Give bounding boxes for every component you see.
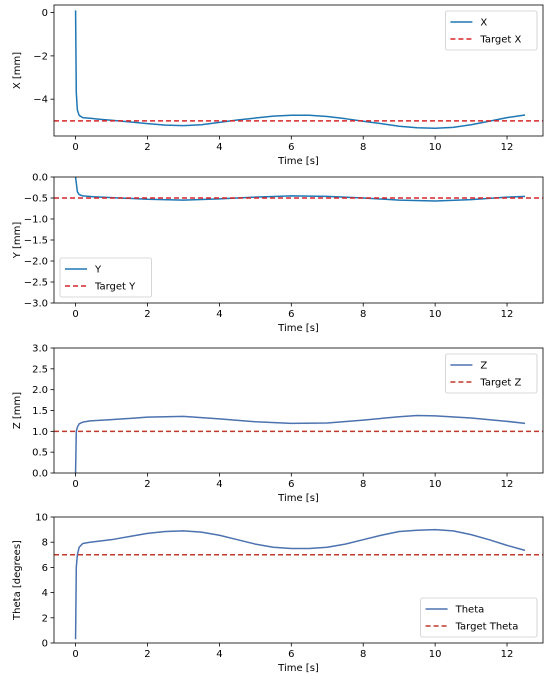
x-tick-label: 8 <box>360 309 366 320</box>
legend-label: Z <box>480 361 487 372</box>
x-axis-label: Time [s] <box>277 156 319 167</box>
y-tick-label: 1.5 <box>32 406 48 417</box>
y-tick-label: 0 <box>42 8 48 19</box>
y-tick-label: 3.0 <box>32 344 48 355</box>
y-tick-label: 0 <box>42 639 48 650</box>
y-tick-label: −1.0 <box>24 215 48 226</box>
y-tick-label: −4 <box>33 95 48 106</box>
legend: Theta Target Theta <box>420 597 538 638</box>
legend-box <box>420 597 538 638</box>
x-tick-label: 12 <box>501 479 514 490</box>
y-tick-label: 0.0 <box>32 469 48 480</box>
x-tick-label: 10 <box>429 142 442 153</box>
y-tick-label: 6 <box>42 563 48 574</box>
y-tick-label: −2.5 <box>24 278 48 289</box>
axes-frame <box>53 516 544 644</box>
y-tick-label: −1.5 <box>24 236 48 247</box>
y-tick-label: 2.0 <box>32 385 48 396</box>
y-tick-label: 0.5 <box>32 448 48 459</box>
y-tick-label: 10 <box>35 513 48 524</box>
y-tick-label: 1.0 <box>32 427 48 438</box>
y-tick-label: 2.5 <box>32 364 48 375</box>
x-tick-label: 0 <box>72 649 78 660</box>
x-tick-label: 2 <box>144 479 150 490</box>
x-axis-label: Time [s] <box>277 663 319 674</box>
y-tick-label: 0.0 <box>32 173 48 184</box>
y-axis-label: Z [mm] <box>12 392 23 429</box>
x-tick-label: 6 <box>288 309 294 320</box>
legend: Z Target Z <box>444 353 538 394</box>
x-tick-label: 8 <box>360 142 366 153</box>
chart-panel-1: 0 2 4 6 8 10 12 0 −2 −4 Time [s] X [mm] X Target X <box>12 4 544 167</box>
legend: Y Target Y <box>59 257 152 298</box>
x-tick-label: 4 <box>216 649 222 660</box>
x-tick-label: 8 <box>360 479 366 490</box>
legend-label: Theta <box>455 605 485 616</box>
legend-label: Y <box>94 265 102 276</box>
legend-box <box>59 257 152 298</box>
x-tick-label: 6 <box>288 142 294 153</box>
chart-panel-3: 0 2 4 6 8 10 12 0.0 0.5 1.0 1.5 2.0 2.5 3.0 Time [s] Z … <box>12 344 544 504</box>
x-tick-label: 12 <box>501 309 514 320</box>
series-line-theta <box>74 528 526 640</box>
x-tick-label: 4 <box>216 309 222 320</box>
legend-label: Target Y <box>94 282 136 293</box>
x-tick-label: 6 <box>288 479 294 490</box>
x-tick-label: 10 <box>429 479 442 490</box>
legend-label: Target X <box>479 35 521 46</box>
x-tick-label: 0 <box>72 142 78 153</box>
series-line-y <box>74 177 526 202</box>
y-tick-label: 2 <box>42 613 48 624</box>
chart-panel-4: 0 2 4 6 8 10 12 0 2 4 6 8 10 Time [s] Theta [degrees] T… <box>12 513 544 674</box>
x-tick-label: 2 <box>144 309 150 320</box>
x-axis-label: Time [s] <box>277 493 319 504</box>
x-tick-label: 2 <box>144 649 150 660</box>
y-tick-label: −3.0 <box>24 299 48 310</box>
series-line-x <box>74 10 526 129</box>
x-tick-label: 8 <box>360 649 366 660</box>
x-tick-label: 6 <box>288 649 294 660</box>
x-tick-label: 10 <box>429 649 442 660</box>
x-tick-label: 12 <box>501 142 514 153</box>
y-tick-label: −2 <box>33 51 48 62</box>
y-axis-label: X [mm] <box>12 52 23 89</box>
axes-frame <box>53 4 544 137</box>
x-tick-label: 4 <box>216 142 222 153</box>
legend: X Target X <box>444 10 538 51</box>
y-axis-label: Theta [degrees] <box>12 540 23 621</box>
x-axis-label: Time [s] <box>277 323 319 334</box>
y-axis-label: Y [mm] <box>12 222 23 260</box>
legend-label: Target Z <box>479 378 521 389</box>
x-tick-label: 2 <box>144 142 150 153</box>
y-tick-label: 4 <box>42 588 48 599</box>
legend-box <box>444 353 538 394</box>
y-tick-label: −2.0 <box>24 257 48 268</box>
y-tick-label: 8 <box>42 538 48 549</box>
chart-panel-2: 0 2 4 6 8 10 12 0.0 −0.5 −1.0 −1.5 −2.0 −2.5 −3.0 Time… <box>12 173 544 334</box>
x-tick-label: 0 <box>72 309 78 320</box>
x-tick-label: 0 <box>72 479 78 490</box>
series-line-z <box>74 414 526 473</box>
x-tick-label: 10 <box>429 309 442 320</box>
legend-label: Target Theta <box>455 622 519 633</box>
y-tick-label: −0.5 <box>24 194 48 205</box>
x-tick-label: 4 <box>216 479 222 490</box>
legend-box <box>444 10 538 51</box>
legend-label: X <box>480 18 487 29</box>
x-tick-label: 12 <box>501 649 514 660</box>
